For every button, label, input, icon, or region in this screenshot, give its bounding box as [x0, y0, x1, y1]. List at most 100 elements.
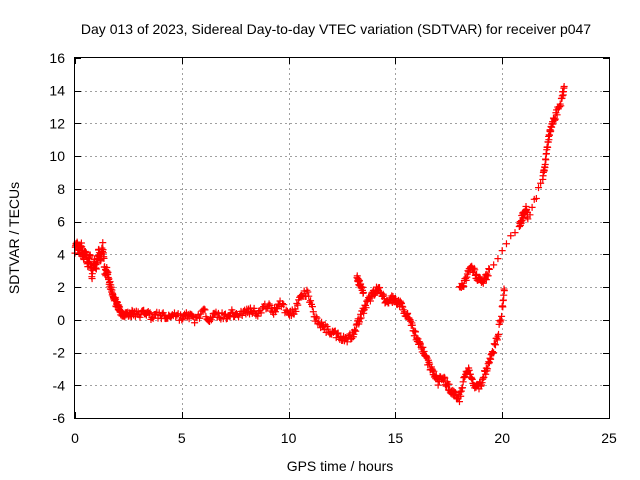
grid	[75, 58, 609, 418]
data-point	[411, 327, 419, 335]
data-point	[491, 341, 499, 349]
y-tick-label: 10	[49, 148, 65, 164]
data-point	[535, 184, 543, 192]
data-point	[482, 276, 490, 284]
data-point	[308, 303, 316, 311]
data-point	[507, 232, 515, 240]
y-tick-label: -6	[53, 410, 66, 426]
data-point	[466, 370, 474, 378]
x-tick-label: 0	[71, 430, 79, 446]
plot-frame	[74, 57, 610, 419]
data-point	[216, 314, 224, 322]
data-point	[250, 304, 258, 312]
data-point	[404, 309, 412, 317]
y-tick-label: 2	[57, 279, 65, 295]
data-point	[379, 290, 387, 298]
x-tick-label: 15	[388, 430, 404, 446]
data-point	[459, 378, 467, 386]
data-point	[313, 314, 321, 322]
data-point	[360, 309, 368, 317]
y-tick-label: 4	[57, 246, 65, 262]
data-point	[293, 300, 301, 308]
data-point	[197, 310, 205, 318]
data-point	[280, 301, 288, 309]
data-point	[351, 326, 359, 334]
data-point	[500, 287, 508, 295]
data-point	[500, 291, 508, 299]
data-point	[352, 327, 360, 335]
data-point	[201, 306, 209, 314]
data-point	[413, 334, 421, 342]
data-point	[366, 297, 374, 305]
data-point	[100, 254, 108, 262]
x-tick-label: 20	[494, 430, 510, 446]
data-point	[462, 276, 470, 284]
data-point	[257, 309, 265, 317]
data-point	[420, 347, 428, 355]
x-tick-label: 10	[281, 430, 297, 446]
data-point	[191, 319, 199, 327]
data-point	[484, 272, 492, 280]
data-point	[477, 382, 485, 390]
data-point	[532, 195, 540, 203]
x-tick-labels: 0 5 10 15 20 25	[71, 430, 617, 446]
data-point	[486, 354, 494, 362]
x-tick-label: 5	[178, 430, 186, 446]
data-point	[485, 265, 493, 273]
data-point	[294, 301, 302, 309]
data-point	[238, 311, 246, 319]
data-point	[99, 239, 107, 247]
data-point	[86, 252, 94, 260]
data-point	[106, 278, 114, 286]
data-point	[324, 325, 332, 333]
data-point	[278, 300, 286, 308]
data-point	[460, 282, 468, 290]
data-point	[485, 359, 493, 367]
y-tick-label: -4	[53, 377, 66, 393]
data-point	[146, 309, 154, 317]
data-point	[557, 102, 565, 110]
data-point	[440, 373, 448, 381]
data-point	[333, 330, 341, 338]
data-point	[136, 313, 144, 321]
data-point	[185, 315, 193, 323]
data-point	[309, 308, 317, 316]
data-point	[526, 211, 534, 219]
data-point	[551, 116, 559, 124]
data-point	[356, 315, 364, 323]
y-tick-labels: -6 -4 -2 0 2 4 6 8 10 12 14 16	[49, 50, 65, 426]
data-point	[343, 338, 351, 346]
data-point	[334, 329, 342, 337]
data-point	[455, 398, 463, 406]
data-point	[397, 299, 405, 307]
data-point	[459, 384, 467, 392]
data-point	[282, 306, 290, 314]
data-point	[441, 374, 449, 382]
data-point	[195, 314, 203, 322]
data-point	[305, 292, 313, 300]
data-point	[485, 265, 493, 273]
data-point	[560, 82, 568, 90]
data-point	[459, 282, 467, 290]
data-point	[482, 370, 490, 378]
data-point	[416, 339, 424, 347]
data-point	[484, 365, 492, 373]
data-point	[494, 255, 502, 263]
data-point	[254, 312, 262, 320]
data-point	[178, 316, 186, 324]
data-point	[359, 283, 367, 291]
data-point	[407, 317, 415, 325]
data-point	[265, 300, 273, 308]
data-point	[429, 366, 437, 374]
data-markers	[71, 82, 568, 406]
data-point	[490, 340, 498, 348]
y-tick-label: 16	[49, 50, 65, 66]
data-point	[479, 279, 487, 287]
data-point	[463, 273, 471, 281]
data-point	[467, 263, 475, 271]
data-point	[468, 374, 476, 382]
data-point	[511, 229, 519, 237]
data-point	[493, 336, 501, 344]
data-point	[465, 366, 473, 374]
